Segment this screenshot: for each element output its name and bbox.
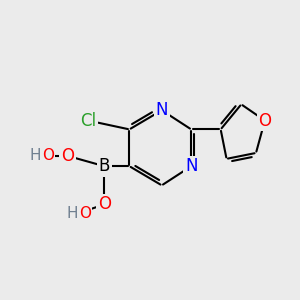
- Text: O: O: [43, 148, 55, 164]
- Text: O: O: [98, 196, 111, 214]
- Text: N: N: [155, 101, 168, 119]
- Text: O: O: [258, 112, 271, 130]
- Text: H: H: [30, 148, 41, 164]
- Text: Cl: Cl: [80, 112, 96, 130]
- Text: O: O: [61, 147, 74, 165]
- Text: N: N: [185, 157, 197, 175]
- Text: H: H: [66, 206, 78, 221]
- Text: O: O: [79, 206, 91, 221]
- Text: B: B: [99, 157, 110, 175]
